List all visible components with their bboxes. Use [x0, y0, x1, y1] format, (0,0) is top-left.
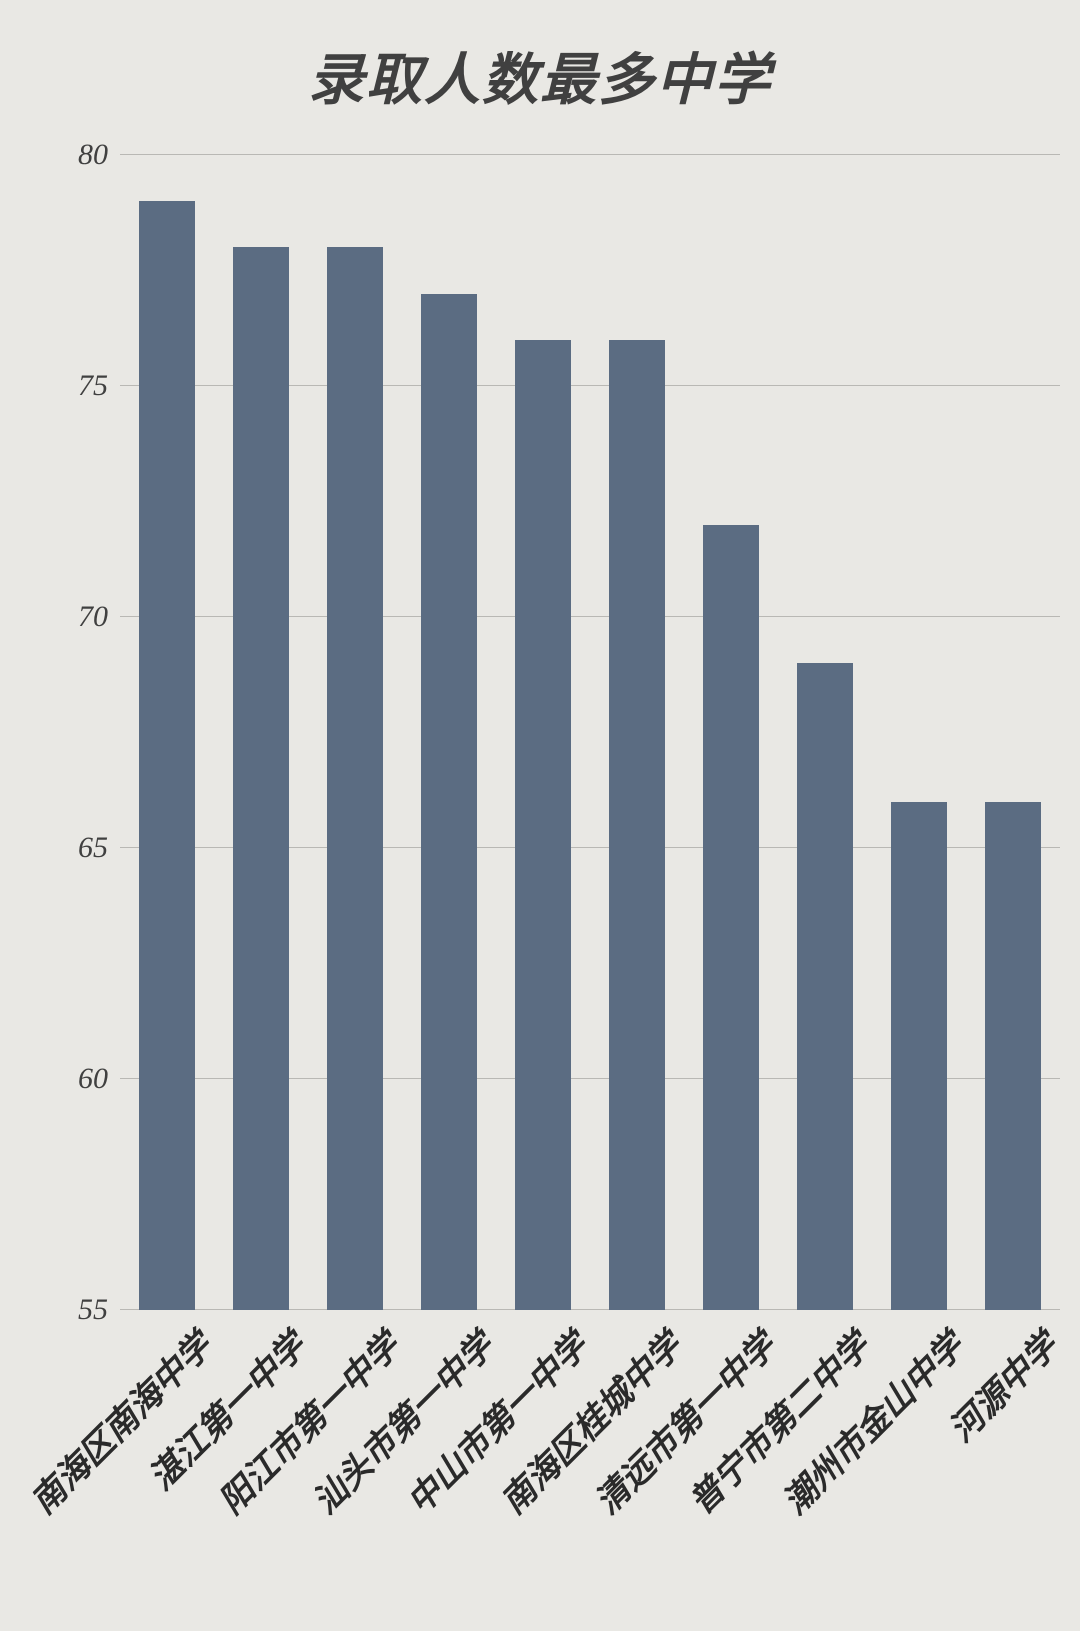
bar-slot — [684, 155, 778, 1310]
chart-title: 录取人数最多中学 — [0, 35, 1080, 116]
plot-area: 556065707580南海区南海中学湛江第一中学阳江市第一中学汕头市第一中学中… — [120, 155, 1060, 1310]
bar — [515, 340, 571, 1310]
bar-slot — [402, 155, 496, 1310]
chart-container: 录取人数最多中学 556065707580南海区南海中学湛江第一中学阳江市第一中… — [0, 0, 1080, 1631]
y-tick-label: 60 — [78, 1062, 120, 1096]
bar — [233, 247, 289, 1310]
bars-row — [120, 155, 1060, 1310]
y-tick-label: 80 — [78, 138, 120, 172]
bar — [703, 525, 759, 1310]
y-tick-label: 65 — [78, 831, 120, 865]
bar-slot — [496, 155, 590, 1310]
bar-slot — [214, 155, 308, 1310]
bar-slot — [590, 155, 684, 1310]
bar-slot — [308, 155, 402, 1310]
bar — [797, 663, 853, 1310]
bar — [139, 201, 195, 1310]
bar — [891, 802, 947, 1310]
bar-slot — [966, 155, 1060, 1310]
bar-slot — [120, 155, 214, 1310]
bar-slot — [872, 155, 966, 1310]
bar — [421, 294, 477, 1310]
bar — [985, 802, 1041, 1310]
bar — [327, 247, 383, 1310]
y-tick-label: 75 — [78, 369, 120, 403]
bar-slot — [778, 155, 872, 1310]
y-tick-label: 55 — [78, 1293, 120, 1327]
y-tick-label: 70 — [78, 600, 120, 634]
bar — [609, 340, 665, 1310]
